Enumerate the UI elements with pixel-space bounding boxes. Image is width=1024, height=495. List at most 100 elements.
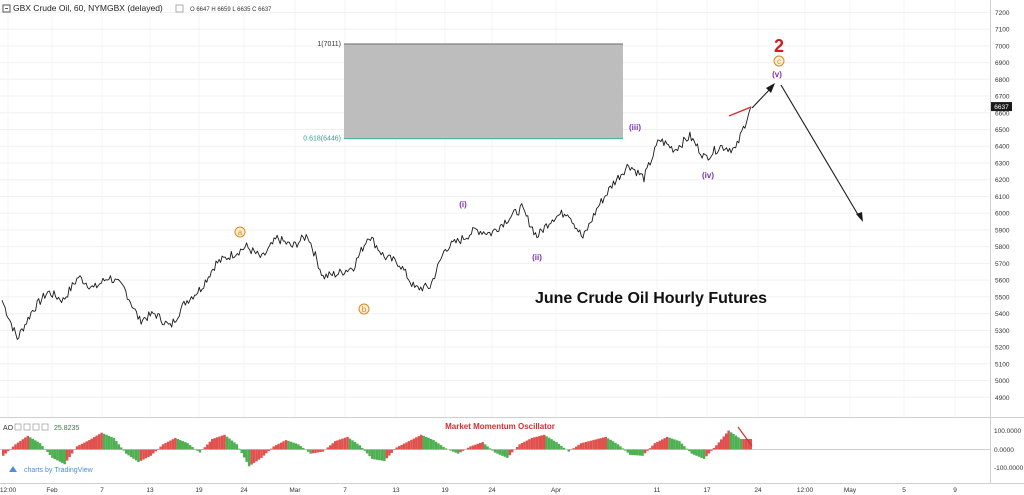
osc-bar bbox=[579, 443, 583, 450]
osc-bar bbox=[545, 436, 548, 450]
osc-bar bbox=[380, 449, 384, 461]
osc-close-icon[interactable] bbox=[32, 423, 40, 431]
osc-bar bbox=[747, 439, 750, 450]
osc-bar bbox=[550, 439, 553, 450]
fib-bottom-label: 0.618(6446) bbox=[303, 136, 341, 143]
osc-bar bbox=[412, 438, 416, 450]
osc-bar bbox=[142, 449, 145, 460]
osc-bar bbox=[452, 449, 455, 452]
arrowhead-up-icon bbox=[766, 83, 775, 93]
osc-visibility-icon[interactable] bbox=[14, 423, 22, 431]
osc-bar bbox=[61, 449, 64, 463]
osc-bar bbox=[562, 447, 566, 450]
osc-bar bbox=[196, 449, 199, 451]
trend-line-red[interactable] bbox=[728, 106, 752, 117]
osc-bar bbox=[602, 437, 605, 450]
price-tick-label: 4900 bbox=[995, 395, 1010, 402]
osc-bar bbox=[678, 441, 681, 450]
osc-bar bbox=[712, 448, 716, 450]
osc-bar bbox=[594, 439, 598, 450]
osc-bar bbox=[437, 443, 440, 450]
osc-bar bbox=[449, 449, 452, 451]
osc-bar bbox=[626, 449, 630, 453]
osc-settings-icon[interactable] bbox=[23, 423, 31, 431]
price-tick-label: 6400 bbox=[995, 144, 1010, 151]
osc-bar bbox=[166, 441, 170, 450]
tradingview-logo-icon bbox=[9, 466, 17, 472]
price-tick-label: 7000 bbox=[995, 43, 1010, 50]
osc-bar bbox=[732, 434, 735, 450]
osc-bar bbox=[739, 439, 743, 450]
osc-bar bbox=[338, 439, 342, 450]
osc-bar bbox=[555, 442, 558, 450]
ohlc-readout: O 6647 H 6659 L 6635 C 6637 bbox=[190, 7, 272, 13]
osc-bar bbox=[240, 449, 243, 454]
osc-bar bbox=[402, 443, 406, 450]
time-axis[interactable]: 12:00 Feb 7 13 19 24 Mar 7 13 19 24 Apr 11 17 24 12:00 M… bbox=[0, 487, 957, 494]
price-tick-label: 6800 bbox=[995, 77, 1010, 84]
osc-bar bbox=[191, 447, 194, 450]
osc-bar bbox=[538, 436, 541, 450]
osc-bar bbox=[695, 449, 698, 456]
osc-bar bbox=[722, 436, 725, 450]
osc-bar bbox=[132, 449, 135, 459]
osc-bar bbox=[715, 445, 718, 450]
osc-bar bbox=[496, 449, 499, 454]
price-tick-label: 7200 bbox=[995, 10, 1010, 17]
osc-bar bbox=[110, 436, 113, 450]
osc-bar bbox=[228, 438, 231, 450]
time-tick-label: 5 bbox=[902, 487, 906, 494]
tradingview-watermark[interactable]: charts by TradingView bbox=[9, 466, 94, 474]
price-tick-label: 5000 bbox=[995, 378, 1010, 385]
osc-bar bbox=[560, 445, 563, 450]
osc-bar bbox=[93, 437, 96, 450]
fib-zone[interactable]: 1(7011) 0.618(6446) bbox=[303, 41, 623, 143]
settings-icon[interactable] bbox=[175, 4, 184, 13]
time-tick-label: Mar bbox=[289, 487, 301, 494]
osc-bar bbox=[134, 449, 138, 461]
projection-arrows[interactable] bbox=[751, 83, 863, 222]
osc-bar bbox=[282, 441, 285, 450]
osc-bar bbox=[476, 443, 480, 450]
osc-bar bbox=[493, 449, 497, 453]
fib-zone-box[interactable] bbox=[344, 43, 623, 139]
osc-bar bbox=[427, 437, 430, 450]
osc-bar bbox=[144, 449, 148, 459]
last-price-label: 6637 bbox=[994, 104, 1009, 111]
osc-bar bbox=[535, 436, 539, 450]
osc-bar bbox=[673, 439, 676, 450]
osc-bar bbox=[707, 449, 711, 454]
osc-bar bbox=[454, 449, 457, 453]
osc-bar bbox=[336, 440, 339, 450]
osc-bar bbox=[213, 438, 216, 450]
osc-bar bbox=[230, 440, 234, 450]
wave-a-circle bbox=[234, 226, 246, 238]
osc-bar bbox=[370, 449, 374, 459]
time-tick-label: 7 bbox=[100, 487, 104, 494]
osc-bar bbox=[680, 443, 684, 450]
osc-bar bbox=[587, 441, 590, 450]
wave-2-label: 2 bbox=[774, 36, 784, 56]
osc-bar bbox=[584, 441, 588, 450]
collapse-icon[interactable] bbox=[2, 4, 11, 13]
osc-bar bbox=[275, 445, 278, 450]
osc-bar bbox=[508, 449, 512, 456]
osc-bar bbox=[11, 446, 15, 450]
osc-bar bbox=[547, 437, 551, 450]
osc-bar bbox=[658, 440, 662, 450]
osc-bar bbox=[31, 438, 34, 450]
osc-bar bbox=[41, 446, 44, 450]
osc-bar bbox=[48, 449, 52, 455]
osc-bar bbox=[88, 440, 91, 450]
osc-more-icon[interactable] bbox=[41, 423, 49, 431]
osc-bar bbox=[122, 449, 125, 451]
osc-bar bbox=[247, 449, 251, 467]
osc-bar bbox=[287, 440, 290, 450]
osc-bar bbox=[223, 434, 226, 450]
price-axis[interactable]: 4900 5000 5100 5200 5300 5400 5500 5600 5700 5800… bbox=[995, 10, 1010, 402]
symbol-title[interactable]: GBX Crude Oil, 60, NYMGBX (delayed) bbox=[13, 3, 163, 13]
time-tick-label: 7 bbox=[343, 487, 347, 494]
osc-bar bbox=[656, 441, 659, 450]
osc-bar bbox=[643, 449, 647, 454]
